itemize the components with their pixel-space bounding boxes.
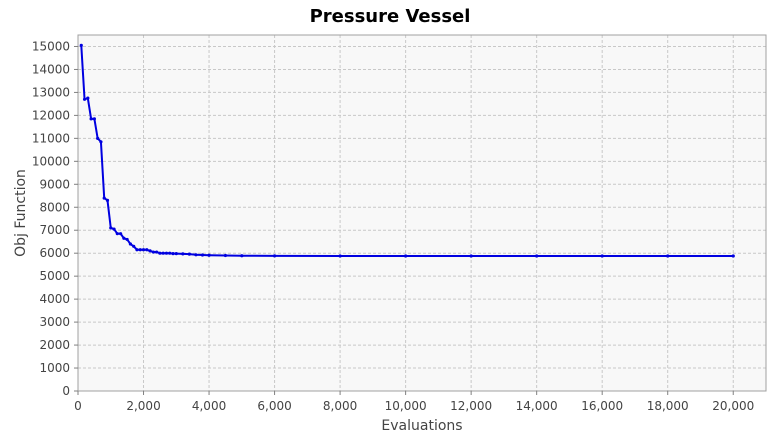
y-tick-label-0: 0 [62, 384, 70, 398]
series-point-0-26 [164, 251, 169, 255]
y-tick-label-2: 2000 [39, 338, 70, 352]
series-point-0-1 [82, 97, 87, 101]
x-tick-label-6: 12,000 [450, 399, 492, 413]
series-point-0-13 [122, 236, 126, 240]
series-point-0-41 [535, 254, 539, 258]
y-tick-label-6: 6000 [39, 246, 70, 260]
x-tick-label-10: 20,000 [712, 399, 754, 413]
x-tick-label-4: 8,000 [323, 399, 357, 413]
series-point-0-6 [99, 140, 103, 144]
series-point-0-34 [207, 253, 211, 257]
series-point-0-9 [109, 226, 113, 230]
x-tick-label-2: 4,000 [192, 399, 226, 413]
series-point-0-10 [112, 227, 116, 231]
series-point-0-15 [128, 242, 133, 246]
y-tick-label-15: 15000 [32, 39, 70, 53]
series-point-0-43 [666, 254, 670, 258]
series-point-0-32 [194, 253, 198, 257]
series-point-0-38 [338, 254, 342, 258]
series-point-0-37 [272, 254, 277, 258]
series-point-0-16 [132, 244, 136, 248]
x-axis-label: Evaluations [381, 418, 462, 434]
series-point-0-17 [135, 248, 139, 252]
chart-title: Pressure Vessel [310, 6, 471, 27]
grid-layer [77, 35, 766, 392]
series-point-0-21 [148, 249, 152, 253]
series-point-0-29 [174, 252, 178, 256]
x-tick-label-3: 6,000 [257, 399, 291, 413]
series-point-0-20 [145, 248, 149, 252]
series-point-0-23 [155, 250, 159, 254]
x-tick-label-1: 2,000 [126, 399, 160, 413]
series-point-0-2 [86, 96, 90, 100]
series-point-0-27 [168, 251, 172, 255]
series-point-0-30 [181, 252, 185, 256]
series-point-0-4 [92, 117, 96, 121]
axis-layer [77, 34, 767, 392]
series-point-0-11 [115, 232, 119, 236]
series-point-0-19 [141, 248, 146, 252]
series-point-0-0 [79, 43, 83, 47]
tick-layer: 0 2,000 4,000 6,000 8,000 10,000 12,000 14,000 1… [32, 39, 754, 413]
series-point-0-36 [240, 254, 244, 258]
series-point-0-28 [171, 252, 175, 256]
y-tick-label-3: 3000 [39, 315, 70, 329]
series-point-0-22 [151, 250, 155, 254]
x-tick-label-7: 14,000 [516, 399, 558, 413]
x-tick-label-5: 10,000 [385, 399, 427, 413]
series-point-0-31 [187, 252, 191, 256]
series-point-0-35 [223, 253, 228, 258]
series-point-0-18 [138, 248, 142, 252]
series-point-0-14 [125, 237, 129, 242]
y-tick-label-11: 11000 [32, 131, 70, 145]
y-tick-label-8: 8000 [39, 200, 70, 214]
series-point-0-3 [89, 117, 93, 121]
x-tick-label-9: 18,000 [647, 399, 689, 413]
y-tick-label-7: 7000 [39, 223, 70, 237]
series-layer [79, 43, 735, 258]
plot-background [78, 35, 766, 391]
series-point-0-5 [96, 136, 100, 140]
series-point-0-40 [469, 254, 473, 258]
y-tick-label-1: 1000 [39, 361, 70, 375]
series-point-0-44 [731, 254, 735, 258]
y-axis-label: Obj Function [13, 169, 29, 257]
y-tick-label-4: 4000 [39, 292, 70, 306]
series-point-0-25 [161, 251, 165, 255]
series-point-0-8 [105, 198, 110, 202]
plot-frame [77, 34, 767, 392]
series-point-0-33 [200, 253, 205, 257]
series-point-0-39 [404, 254, 408, 258]
x-tick-label-8: 16,000 [581, 399, 623, 413]
y-tick-label-10: 10000 [32, 154, 70, 168]
y-tick-label-5: 5000 [39, 269, 70, 283]
y-tick-label-12: 12000 [32, 108, 70, 122]
y-tick-label-14: 14000 [32, 62, 70, 76]
x-tick-label-0: 0 [74, 399, 82, 413]
series-point-0-7 [102, 196, 106, 200]
y-tick-label-9: 9000 [39, 177, 70, 191]
series-point-0-12 [118, 232, 123, 236]
y-tick-label-13: 13000 [32, 85, 70, 99]
series-point-0-42 [600, 254, 604, 258]
series-point-0-24 [158, 251, 162, 255]
